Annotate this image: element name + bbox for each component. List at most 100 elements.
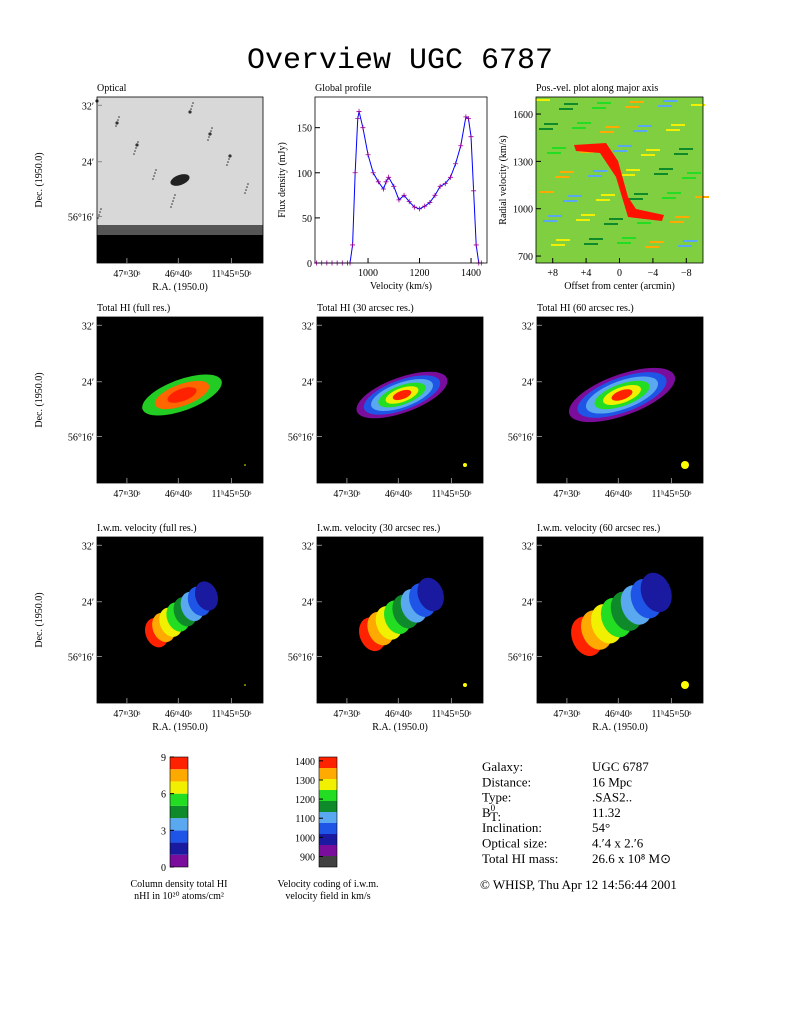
y-tick-label: 50 xyxy=(302,214,312,225)
profile-line xyxy=(316,111,482,264)
pv-noise xyxy=(572,127,586,129)
pv-noise xyxy=(683,240,697,242)
panel-title: Total HI (60 arcsec res.) xyxy=(537,303,634,314)
profile-marker xyxy=(465,116,471,122)
colorbar-tick-label: 6 xyxy=(161,790,166,801)
pv-noise xyxy=(695,196,709,198)
beam xyxy=(244,464,246,466)
x-tick-label: 11ʰ45ᵐ50ˢ xyxy=(212,489,252,500)
profile-marker xyxy=(350,242,356,248)
pv-noise xyxy=(580,151,594,153)
chart: +8 +4 0 −4 −8 700 1000 1300 1600 Pos.-vel. plot a… xyxy=(498,83,709,292)
star xyxy=(245,189,247,191)
star xyxy=(188,110,192,114)
star xyxy=(246,186,248,188)
y-tick-label: 56°16′ xyxy=(68,433,94,444)
y-tick-label: 24′ xyxy=(522,598,534,609)
pv-noise xyxy=(544,123,558,125)
y-axis-label: Radial velocity (km/s) xyxy=(498,135,509,224)
star xyxy=(211,127,213,129)
velocity-zone xyxy=(417,577,444,612)
plate-edge xyxy=(97,225,263,235)
pv-noise xyxy=(691,104,705,106)
info-value: 11.32 xyxy=(592,805,621,820)
x-tick-label: 11ʰ45ᵐ50ˢ xyxy=(212,269,252,280)
y-tick-label: 24′ xyxy=(302,598,314,609)
x-tick-label: 47ᵐ30ˢ xyxy=(113,269,140,280)
star xyxy=(172,200,174,202)
y-tick-label: 700 xyxy=(518,252,533,263)
y-tick-label: 56°16′ xyxy=(288,653,314,664)
plate-edge xyxy=(97,235,263,263)
colorbar-caption: Column density total HI xyxy=(131,879,228,890)
map-frame xyxy=(96,96,264,264)
info-label: Optical size: xyxy=(482,836,547,851)
star xyxy=(152,178,154,180)
pv-noise xyxy=(604,223,618,225)
profile-marker xyxy=(458,143,464,149)
colorbar-tick-label: 1200 xyxy=(295,795,315,806)
colorbar-frame xyxy=(318,756,338,868)
star xyxy=(174,194,176,196)
colorbar-swatch xyxy=(170,818,188,831)
pv-noise xyxy=(593,170,607,172)
pv-noise xyxy=(667,192,681,194)
y-tick-label: 32′ xyxy=(302,541,314,552)
galaxy xyxy=(170,174,190,186)
profile-marker xyxy=(370,170,376,176)
info-value: 4.′4 x 2.′6 xyxy=(592,836,644,851)
map-panel: Total HI (full res.)32′ 24′ 56°16′ 47ᵐ30ˢ 46… xyxy=(34,303,264,500)
colorbar-swatch xyxy=(319,823,337,834)
pv-noise xyxy=(674,153,688,155)
x-axis-label: Offset from center (arcmin) xyxy=(564,281,675,292)
hi-contour xyxy=(392,389,412,401)
star xyxy=(155,169,157,171)
pv-noise xyxy=(589,238,603,240)
x-axis-label: Velocity (km/s) xyxy=(370,281,432,292)
pv-noise xyxy=(659,168,673,170)
y-tick-label: 1000 xyxy=(513,205,533,216)
y-tick-label: 1600 xyxy=(513,110,533,121)
x-tick-label: 46ᵐ40ˢ xyxy=(385,709,412,720)
pv-noise xyxy=(645,246,659,248)
pv-noise xyxy=(577,122,591,124)
info-label: Total HI mass: xyxy=(482,851,558,866)
pv-noise xyxy=(626,169,640,171)
beam xyxy=(681,461,689,469)
profile-marker xyxy=(463,114,469,120)
profile-marker xyxy=(406,199,412,205)
info-label-text: Optical size: xyxy=(482,836,547,851)
star xyxy=(170,206,172,208)
star xyxy=(99,211,101,213)
profile-marker xyxy=(383,179,389,185)
profile-marker xyxy=(375,179,381,185)
map-frame xyxy=(96,316,264,484)
x-tick-label: 47ᵐ30ˢ xyxy=(113,709,140,720)
star xyxy=(97,217,99,219)
chart-title: Pos.-vel. plot along major axis xyxy=(536,83,658,94)
colorbar-frame xyxy=(169,756,189,868)
star xyxy=(192,102,194,104)
star xyxy=(137,141,139,143)
x-tick-label: 11ʰ45ᵐ50ˢ xyxy=(432,709,472,720)
x-tick-label: 1200 xyxy=(410,268,430,279)
colorbar-swatch xyxy=(319,801,337,812)
star xyxy=(244,192,246,194)
x-axis-label: R.A. (1950.0) xyxy=(152,722,208,733)
velocity-zone xyxy=(194,581,219,611)
x-tick-label: 1000 xyxy=(358,268,378,279)
panel-title: I.w.m. velocity (60 arcsec res.) xyxy=(537,523,660,534)
profile-marker xyxy=(427,200,433,206)
profile-marker xyxy=(391,183,397,189)
pv-noise xyxy=(634,193,648,195)
info-value: 54° xyxy=(592,820,610,835)
info-label: Galaxy: xyxy=(482,759,523,774)
info-label-text: B xyxy=(482,805,491,820)
info-label-text: Type: xyxy=(482,790,511,805)
star xyxy=(117,119,119,121)
pv-noise xyxy=(654,173,668,175)
star xyxy=(171,203,173,205)
x-tick-label: +4 xyxy=(581,268,592,279)
star xyxy=(173,197,175,199)
x-tick-label: 11ʰ45ᵐ50ˢ xyxy=(432,489,472,500)
